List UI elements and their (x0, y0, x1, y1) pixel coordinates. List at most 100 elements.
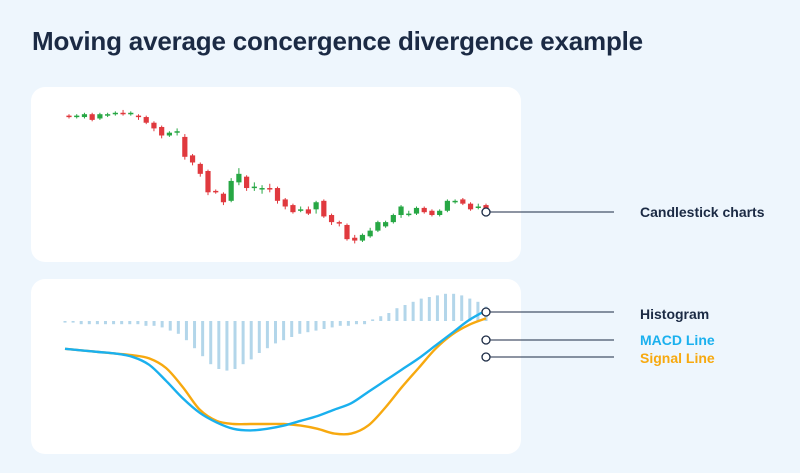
candle-body (328, 215, 335, 223)
candle (282, 197, 288, 210)
candle (228, 178, 234, 203)
histogram-bar (136, 321, 140, 325)
histogram-bar (128, 321, 132, 325)
histogram-bar (338, 321, 342, 326)
candle (166, 131, 172, 137)
leader-dot (481, 207, 491, 217)
candle (74, 114, 80, 119)
histogram-bar (193, 321, 197, 349)
candle-body (236, 173, 242, 183)
candle (421, 206, 427, 214)
histogram-bar (387, 313, 391, 321)
histogram-bar (168, 321, 172, 331)
candle-body (112, 112, 118, 115)
candle (452, 199, 458, 204)
histogram-bar (354, 321, 358, 325)
histogram-bar (233, 321, 237, 369)
candle-body (321, 200, 327, 217)
candle-body (244, 176, 250, 189)
candle-body (197, 163, 203, 174)
candle (244, 175, 250, 191)
histogram-bar (435, 295, 439, 321)
histogram-bar (363, 321, 367, 325)
histogram-bar (265, 321, 269, 349)
candle-body (205, 171, 211, 193)
signal-line (64, 317, 487, 436)
label-leaders (481, 207, 614, 362)
candle (359, 233, 366, 242)
candle-body (467, 203, 474, 210)
candle (321, 199, 327, 218)
candle-body (413, 207, 420, 214)
candle (97, 112, 103, 120)
candle-body (452, 200, 458, 203)
histogram-bar (120, 321, 124, 325)
histogram-bar (282, 321, 286, 341)
histogram-bar (468, 298, 472, 321)
histogram-bar (79, 321, 83, 325)
candle-body (182, 136, 188, 157)
candle-body (398, 206, 404, 216)
candle-body (475, 206, 481, 208)
candle-body (429, 210, 435, 216)
candle (475, 203, 481, 210)
candle (344, 223, 350, 241)
candle-body (313, 202, 319, 210)
candle (267, 183, 273, 193)
histogram-label: Histogram (640, 306, 710, 322)
histogram-bar (460, 295, 464, 321)
candlestick-leader (481, 207, 614, 217)
candle (135, 114, 142, 120)
histogram-bar (201, 321, 205, 357)
histogram-bar (249, 321, 253, 360)
candle-body (444, 200, 450, 211)
histogram-bar (306, 321, 310, 333)
candle-body (390, 215, 396, 223)
candle (274, 186, 281, 204)
macd-label: MACD Line (640, 332, 715, 348)
candle (189, 153, 196, 166)
page-title: Moving average concergence divergence ex… (32, 26, 643, 56)
candle-body (89, 114, 95, 120)
candle (429, 209, 435, 217)
histogram-bar (476, 301, 480, 321)
histogram-bar (103, 321, 107, 325)
candle-body (166, 132, 172, 136)
candle-body (128, 112, 134, 115)
leader-dot (481, 335, 491, 345)
candle-body (97, 114, 103, 119)
candle-body (383, 222, 389, 227)
candle (66, 114, 72, 119)
candle (328, 213, 335, 225)
signal-label: Signal Line (640, 350, 715, 366)
histogram-bar (152, 321, 156, 326)
macd-line (64, 309, 487, 432)
candle (220, 192, 227, 206)
histogram-bar (314, 321, 318, 331)
candle (390, 213, 396, 224)
histogram-bar (95, 321, 99, 325)
candle (375, 220, 381, 233)
candle (367, 227, 373, 238)
candle (174, 128, 180, 136)
histogram-bar (87, 321, 91, 325)
candle-body (290, 205, 296, 213)
candle-body (174, 131, 180, 133)
candle (398, 205, 404, 218)
candle (460, 197, 466, 206)
candle (213, 189, 219, 194)
histogram-bar (217, 321, 221, 369)
histogram-bar (257, 321, 261, 353)
histogram-bar (290, 321, 294, 337)
histogram-bar (71, 321, 75, 323)
candle (437, 209, 443, 217)
candle-body (74, 115, 80, 118)
candle (467, 202, 474, 211)
candle (290, 203, 296, 214)
histogram-bar (427, 297, 431, 321)
histogram-bar (379, 316, 383, 321)
histogram-bar (330, 321, 334, 328)
candle-body (228, 180, 234, 201)
candle-body (282, 199, 288, 207)
histogram-leader (481, 307, 614, 317)
